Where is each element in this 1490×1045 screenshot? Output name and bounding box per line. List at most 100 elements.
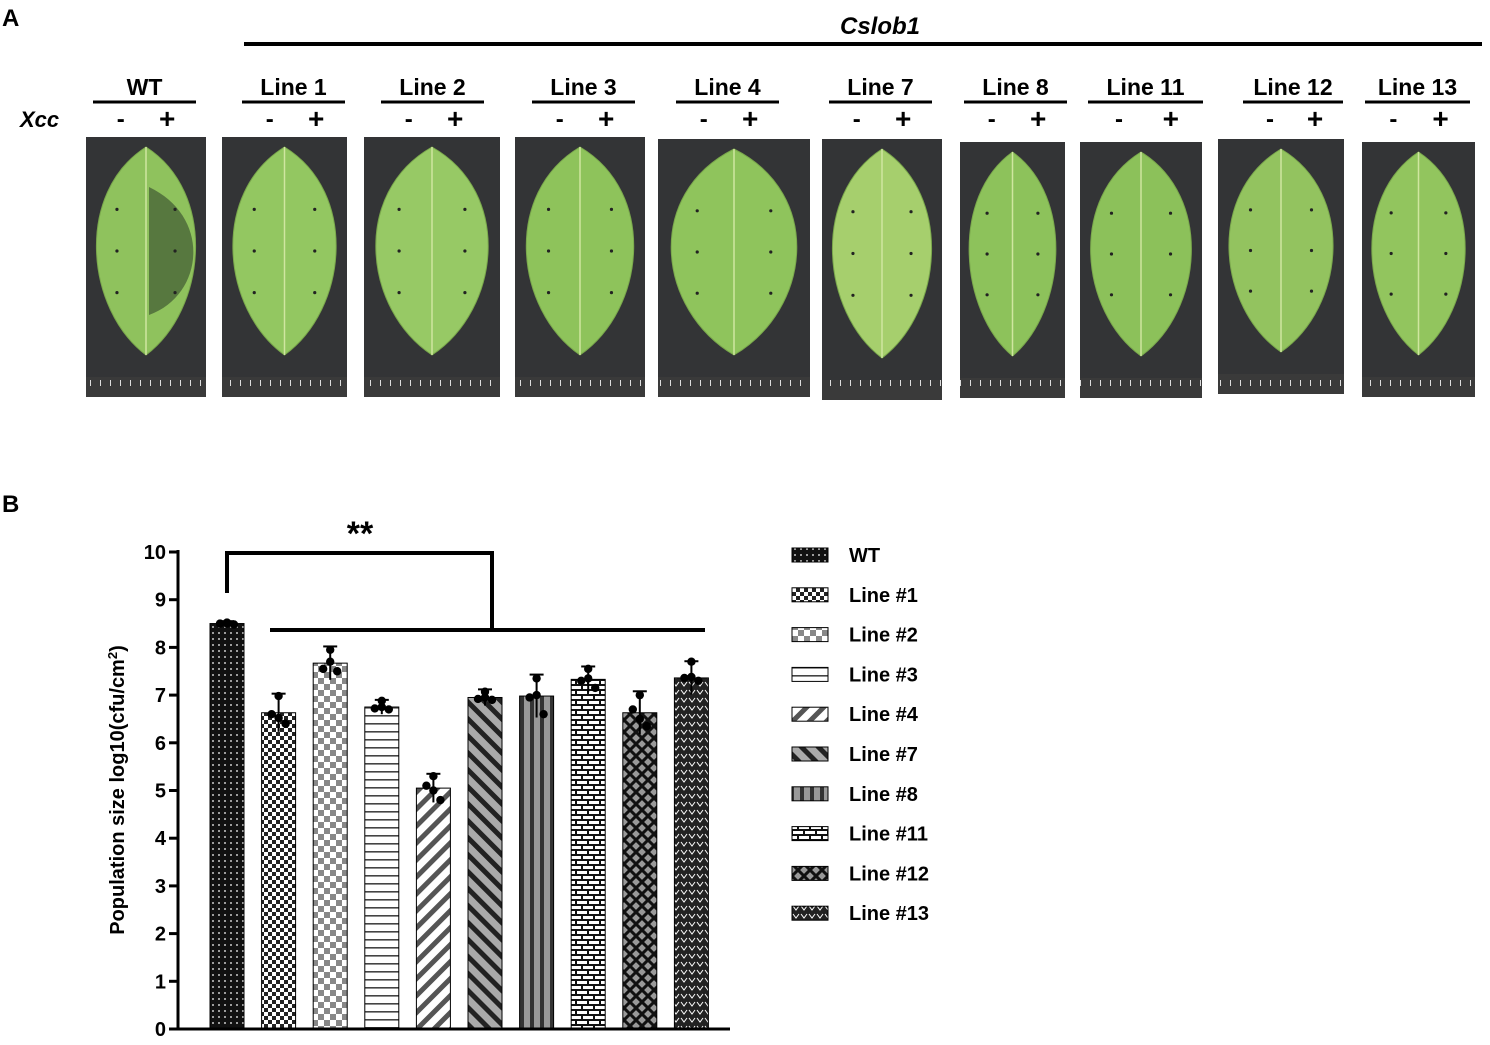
xcc-label: Xcc — [18, 107, 59, 132]
inoculation-site — [695, 291, 699, 295]
inoculation-site — [1444, 292, 1448, 296]
ruler — [86, 377, 206, 397]
inoculation-site — [463, 207, 467, 211]
significance-label: ** — [347, 515, 374, 553]
inoculation-site — [909, 210, 913, 214]
mock-sign: - — [988, 106, 996, 133]
bar — [364, 706, 400, 1030]
legend: WT Line #1 Line #2 Line #3 Line #4 Line #7 Lin… — [791, 545, 929, 925]
inoculation-site — [252, 249, 256, 253]
inoculation-site — [695, 209, 699, 213]
legend-label: Line #11 — [849, 824, 928, 846]
inoculation-site — [1309, 289, 1314, 293]
inoculation-site — [1248, 208, 1253, 212]
data-point — [642, 721, 651, 731]
mock-sign: - — [700, 106, 708, 133]
leaf-panel: Line 2 - + — [364, 74, 500, 397]
bar — [467, 696, 503, 1030]
xcc-sign: + — [895, 103, 911, 134]
line-label: Line 2 — [399, 74, 465, 100]
line-label: Line 4 — [694, 74, 761, 100]
legend-swatch — [791, 627, 829, 643]
inoculation-site — [1168, 252, 1173, 256]
leaf-panel: Line 8 - + — [960, 74, 1067, 398]
bar — [415, 787, 451, 1030]
leaf-panel: Line 12 - + — [1218, 74, 1344, 394]
inoculation-site — [173, 249, 177, 253]
xcc-sign: + — [159, 103, 175, 134]
inoculation-site — [546, 291, 551, 295]
legend-label: Line #1 — [849, 585, 918, 607]
xcc-sign: + — [1432, 103, 1448, 134]
inoculation-site — [1109, 293, 1114, 297]
y-tick-label: 1 — [155, 971, 166, 993]
ruler — [658, 377, 810, 397]
line-label: Line 7 — [847, 74, 913, 100]
legend-swatch — [791, 547, 829, 563]
data-point — [635, 714, 644, 724]
data-point — [274, 691, 283, 701]
leaf-panel: Line 13 - + — [1362, 74, 1475, 397]
y-tick-label: 8 — [155, 637, 166, 659]
legend-swatch — [791, 666, 829, 682]
line-label: Line 12 — [1253, 74, 1332, 100]
bar — [312, 662, 348, 1030]
inoculation-site — [546, 207, 551, 211]
canker-lesion — [149, 187, 194, 315]
data-point — [326, 645, 335, 654]
mock-sign: - — [556, 106, 564, 133]
ruler — [1362, 377, 1475, 397]
xcc-sign: + — [1030, 103, 1046, 134]
inoculation-site — [1036, 293, 1040, 297]
legend-label: Line #2 — [849, 625, 918, 647]
data-point — [480, 693, 490, 702]
mock-sign: - — [1389, 106, 1397, 133]
line-label: WT — [127, 74, 163, 100]
inoculation-site — [313, 249, 317, 253]
legend-label: Line #12 — [849, 863, 929, 885]
data-point — [319, 664, 328, 674]
ruler — [960, 378, 1065, 398]
y-tick-label: 5 — [155, 781, 166, 803]
legend-label: Line #13 — [849, 903, 929, 925]
data-point — [267, 709, 276, 719]
inoculation-site — [909, 251, 913, 256]
mock-sign: - — [1115, 106, 1123, 133]
line-label: Line 11 — [1107, 74, 1185, 100]
data-point — [429, 786, 438, 795]
inoculation-site — [115, 291, 119, 295]
bar — [622, 712, 658, 1030]
ruler — [364, 377, 500, 397]
inoculation-site — [313, 291, 317, 295]
data-point — [525, 693, 534, 702]
xcc-sign: + — [598, 103, 614, 134]
inoculation-site — [851, 210, 855, 214]
inoculation-site — [115, 207, 119, 211]
data-point — [539, 709, 548, 719]
inoculation-site — [1389, 292, 1393, 296]
leaf-panel: Line 1 - + — [222, 74, 347, 397]
ruler — [822, 380, 942, 400]
data-point — [422, 781, 431, 790]
data-point — [384, 705, 393, 714]
mock-sign: - — [117, 106, 125, 133]
xcc-sign: + — [1307, 103, 1323, 134]
inoculation-site — [173, 291, 177, 295]
ruler — [1218, 374, 1344, 394]
leaf-panel: Line 11 - + — [1080, 74, 1203, 398]
data-point — [326, 657, 335, 666]
panel-b-label: B — [2, 491, 19, 518]
line-label: Line 3 — [550, 74, 616, 100]
data-point — [370, 704, 379, 713]
data-point — [473, 694, 483, 704]
inoculation-site — [1389, 251, 1393, 256]
bar — [570, 678, 606, 1030]
xcc-sign: + — [308, 103, 324, 134]
inoculation-site — [985, 293, 989, 297]
inoculation-site — [463, 249, 467, 253]
inoculation-site — [609, 249, 614, 253]
data-point — [377, 702, 386, 712]
inoculation-site — [1248, 248, 1253, 253]
mock-sign: - — [405, 106, 413, 133]
